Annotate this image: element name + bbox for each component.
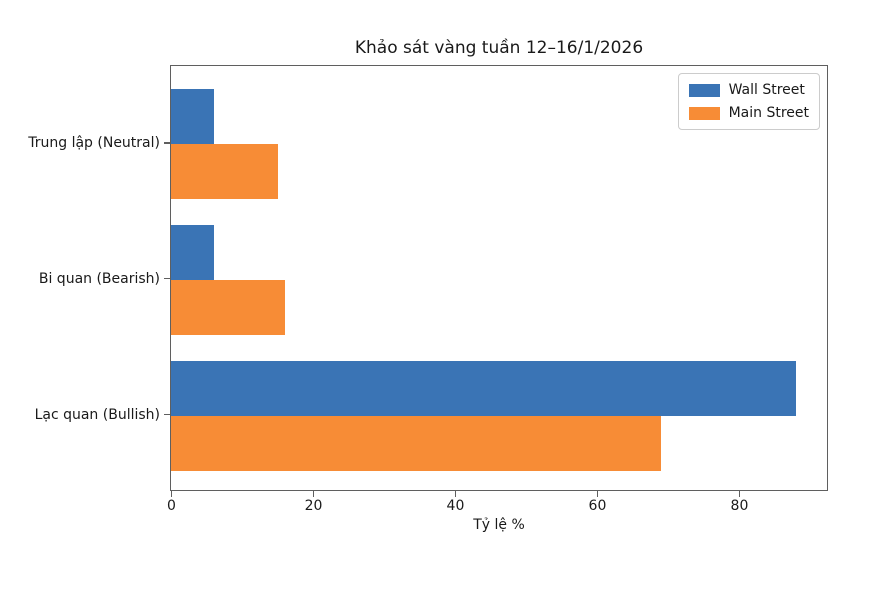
bar-wall-street-lac-quan-bullish: [171, 360, 796, 416]
legend: Wall Street Main Street: [677, 73, 820, 130]
x-tick-mark: [170, 491, 173, 497]
y-tick-mark: [164, 142, 170, 144]
x-tick-mark: [454, 491, 457, 497]
x-tick-label-20: 20: [304, 498, 323, 514]
x-tick-label-40: 40: [446, 498, 465, 514]
y-tick-mark: [164, 413, 170, 416]
x-tick-mark: [738, 491, 741, 497]
y-tick-label-bi-quan-bearish: Bi quan (Bearish): [38, 270, 160, 287]
legend-swatch-wall-street: [688, 83, 720, 97]
bar-main-street-lac-quan-bullish: [171, 415, 661, 471]
legend-swatch-main-street: [688, 106, 720, 120]
x-tick-label-0: 0: [167, 498, 176, 514]
x-axis-label: Tỷ lệ %: [473, 517, 525, 533]
bar-main-street-trung-lap-neutral: [171, 144, 278, 199]
x-tick-label-80: 80: [730, 498, 749, 514]
bar-main-street-bi-quan-bearish: [171, 279, 285, 335]
legend-label-wall-street: Wall Street: [728, 82, 805, 98]
x-tick-mark: [596, 491, 599, 497]
x-tick-label-60: 60: [588, 498, 607, 514]
y-tick-label-lac-quan-bullish: Lạc quan (Bullish): [34, 406, 160, 423]
legend-entry-main-street: Main Street: [688, 105, 809, 121]
y-tick-label-trung-lap-neutral: Trung lập (Neutral): [28, 135, 160, 151]
plot-area: Wall Street Main Street: [170, 65, 828, 491]
chart-title: Khảo sát vàng tuần 12–16/1/2026: [354, 38, 644, 58]
legend-entry-wall-street: Wall Street: [688, 82, 809, 98]
bar-wall-street-trung-lap-neutral: [171, 89, 214, 144]
y-tick-mark: [164, 277, 170, 280]
x-tick-mark: [312, 491, 315, 497]
legend-label-main-street: Main Street: [728, 105, 809, 121]
bar-wall-street-bi-quan-bearish: [171, 224, 214, 280]
